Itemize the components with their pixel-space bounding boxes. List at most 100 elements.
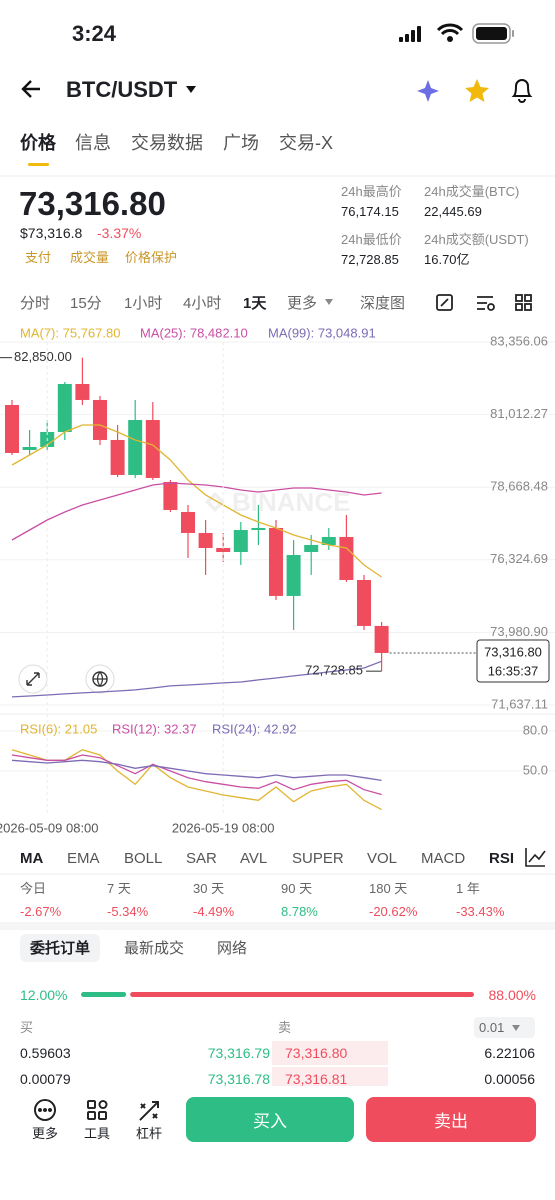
perf-change: -5.34% [107,903,149,919]
ask-price: 73,316.80 [285,1045,348,1061]
perf-period: 180 天 [369,880,408,896]
candle-body [216,547,231,552]
last-price-tag-time: 16:35:37 [488,663,539,678]
candle-body [181,511,195,533]
candle-body [269,527,283,596]
ma-legend: MA(25): 78,482.10 [140,325,248,340]
candle-body [357,579,371,626]
price-tag[interactable]: 价格保护 [125,249,178,265]
chart-tool-icons[interactable] [436,294,532,311]
interval[interactable]: 分时 [20,294,51,312]
candle-body [321,536,336,545]
book-tab[interactable]: 委托订单 [30,939,91,957]
bid-price: 73,316.79 [207,1045,270,1061]
candle-body [110,439,125,475]
candle-body [233,529,248,552]
bell-icon[interactable] [511,79,533,103]
book-tab[interactable]: 最新成交 [124,939,185,957]
ask-amount: 6.22106 [484,1045,535,1061]
precision-bg[interactable] [474,1017,535,1038]
ma-legend: MA(7): 75,767.80 [20,325,120,340]
interval[interactable]: 更多 [287,294,318,312]
indicator-tab[interactable]: MACD [421,849,466,867]
y-tick-label: 80.0 [523,722,548,737]
tab[interactable]: 信息 [75,133,111,153]
indicator-tab[interactable]: BOLL [124,849,163,867]
tool-label[interactable]: 杠杆 [136,1126,163,1141]
indicator-tab[interactable]: RSI [489,849,515,867]
watermark-logo [205,492,225,512]
tab-underline [28,163,49,166]
tab[interactable]: 广场 [223,133,259,153]
indicator-tab[interactable]: SUPER [292,849,344,867]
high-marker-label: 82,850.00 [14,349,72,364]
candle-body [128,419,143,475]
bottom-icons [34,1099,159,1121]
ratio-bar [81,992,127,997]
indicator-tab[interactable]: MA [20,849,44,867]
favorite-star[interactable] [465,79,489,102]
y-tick-label: 78,668.48 [490,479,548,494]
ai-icon[interactable] [417,80,439,102]
ratio-buy: 12.00% [20,987,68,1003]
status-time: 3:24 [72,21,117,46]
candle-body [374,625,389,653]
candle-body [304,544,319,552]
low-marker-label: 72,728.85 [305,663,363,678]
depth-bg [272,1041,388,1065]
interval[interactable]: 4小时 [183,294,222,312]
bid-amount: 0.00079 [20,1071,71,1087]
indicator-settings-icon[interactable] [525,848,546,867]
indicator-tab[interactable]: SAR [186,849,217,867]
sell-button[interactable]: 卖出 [366,1097,536,1142]
pair-caret[interactable] [186,86,196,93]
stat-value: 76,174.15 [341,203,399,219]
price-tag[interactable]: 支付 [25,249,52,265]
stat-label: 24h最低价 [341,231,402,247]
tab[interactable]: 价格 [20,133,56,153]
candle-body [22,446,37,450]
indicator-line [11,424,382,578]
price-tag[interactable]: 成交量 [70,249,110,265]
perf-change: 8.78% [281,903,318,919]
last-price-tag-value: 73,316.80 [484,644,542,659]
interval[interactable]: 1小时 [124,294,163,312]
candle-body [145,419,160,478]
tab[interactable]: 交易-X [279,133,333,153]
tool-label[interactable]: 更多 [32,1126,59,1141]
bottom-tool-icons[interactable] [34,1099,159,1121]
indicator-tab[interactable]: VOL [367,849,398,867]
stat-label: 24h成交额(USDT) [424,231,529,247]
indicator-tab[interactable]: AVL [240,849,268,867]
floating-tools[interactable] [18,664,115,694]
candle-body [163,481,178,510]
stat-value: 72,728.85 [341,251,399,267]
pair-title[interactable]: BTC/USDT [66,77,178,102]
tab[interactable]: 交易数据 [131,133,203,153]
more-caret[interactable] [325,299,333,305]
y-tick-label: 81,012.27 [490,406,548,421]
ratio-sell: 88.00% [488,987,536,1003]
back-arrow[interactable] [21,80,40,98]
interval[interactable]: 深度图 [360,294,406,312]
book-sell-label: 卖 [278,1019,292,1035]
candle-body [5,404,19,453]
book-tab[interactable]: 网络 [217,939,248,957]
precision[interactable]: 0.01 [479,1019,505,1035]
last-price-tag [476,639,550,683]
candle-body [286,554,301,596]
perf-change: -4.49% [193,903,235,919]
bid-amount: 0.59603 [20,1045,71,1061]
candle-body [93,399,107,440]
indicator-tab[interactable]: EMA [67,849,100,867]
buy-button[interactable]: 买入 [186,1097,354,1142]
tool-label[interactable]: 工具 [84,1126,111,1141]
interval[interactable]: 15分 [70,294,102,312]
precision-caret[interactable] [512,1025,520,1031]
perf-change: -2.67% [20,903,62,919]
stat-label: 24h最高价 [341,183,402,199]
interval[interactable]: 1天 [243,294,267,312]
ask-price: 73,316.81 [285,1071,348,1087]
